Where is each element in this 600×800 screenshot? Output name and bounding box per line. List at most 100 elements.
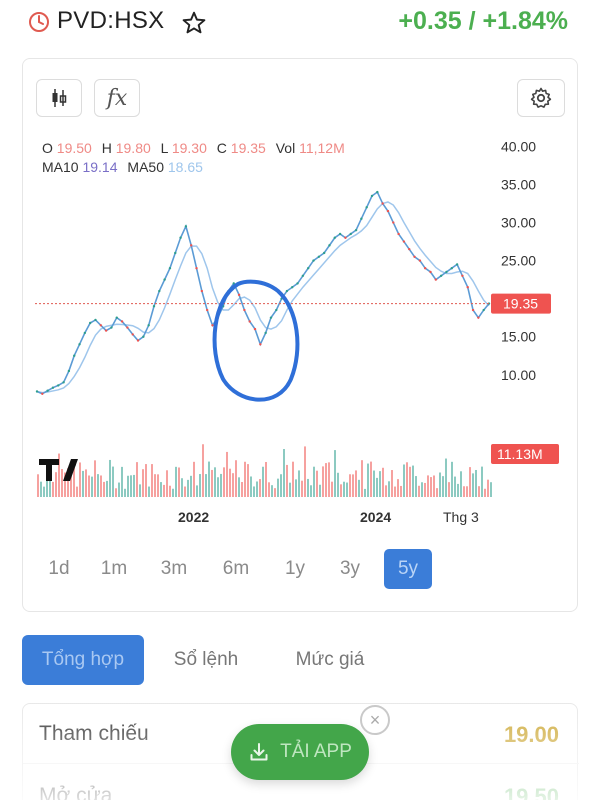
price-point: [275, 308, 278, 312]
volume-bar: [43, 486, 45, 497]
price-point: [51, 386, 55, 389]
y-tick-label: 35.00: [501, 176, 536, 192]
volume-bar: [421, 482, 423, 497]
close-banner-button[interactable]: ×: [360, 705, 390, 735]
last-price-label: 19.35: [503, 296, 538, 312]
last-price-badge: [491, 293, 551, 314]
star-icon[interactable]: [181, 10, 207, 36]
price-point: [360, 217, 363, 220]
volume-bar: [175, 466, 177, 497]
volume-bar: [448, 482, 450, 497]
ma-line: MA10 19.14 MA50 18.65: [42, 158, 351, 177]
timeframe-1m[interactable]: 1m: [100, 558, 128, 579]
volume-bar: [130, 475, 132, 497]
volume-bar: [325, 463, 327, 497]
volume-bar: [46, 476, 48, 497]
volume-bar: [343, 481, 345, 497]
volume-bar: [469, 467, 471, 497]
volume-bar: [460, 471, 462, 497]
volume-bar: [88, 475, 90, 497]
price-point: [322, 251, 326, 255]
volume-bar: [103, 481, 105, 497]
volume-bar: [478, 486, 480, 497]
timeframe-3m[interactable]: 3m: [160, 558, 188, 579]
price-point: [349, 232, 352, 236]
timeframe-1y[interactable]: 1y: [284, 558, 306, 579]
download-app-label: TẢI APP: [280, 741, 352, 762]
volume-badge-label: 11.13M: [497, 446, 543, 462]
volume-bar: [289, 482, 291, 497]
high-label: H: [101, 140, 112, 156]
timeframe-1d[interactable]: 1d: [48, 558, 70, 579]
ma10-label: MA10: [42, 159, 79, 175]
timeframe-5y[interactable]: 5y: [384, 549, 432, 589]
hand-drawn-circle: [212, 279, 300, 402]
volume-bar: [454, 476, 456, 497]
volume-bar: [94, 460, 96, 497]
volume-bar: [133, 474, 135, 497]
volume-bar: [184, 486, 186, 497]
price-point: [386, 209, 390, 213]
close-value: 19.35: [230, 140, 266, 156]
price-point: [184, 225, 188, 228]
x-tick-label: Thg 3: [443, 509, 479, 525]
y-tick-label: 25.00: [501, 253, 536, 269]
volume-bar: [313, 466, 315, 497]
candlestick-icon: [52, 89, 67, 107]
tab-price-levels[interactable]: Mức giá: [295, 649, 365, 670]
volume-bar: [292, 461, 294, 497]
volume-bar: [112, 466, 114, 497]
volume-bar: [370, 461, 372, 497]
price-point: [83, 331, 87, 335]
volume-bar: [52, 481, 54, 497]
download-app-button[interactable]: TẢI APP: [231, 724, 369, 780]
y-tick-label: 30.00: [501, 215, 536, 231]
volume-bar: [163, 484, 165, 497]
tab-order-book[interactable]: Sổ lệnh: [173, 649, 239, 670]
volume-bar: [172, 488, 174, 497]
volume-bar: [76, 486, 78, 497]
volume-bar: [349, 474, 351, 497]
volume-bar: [85, 469, 87, 497]
indicators-button[interactable]: fx: [94, 79, 140, 117]
price-point: [307, 266, 310, 270]
volume-bar: [472, 473, 474, 497]
price-point: [110, 326, 113, 329]
price-point: [408, 247, 411, 251]
volume-bar: [109, 459, 111, 497]
price-point: [158, 289, 161, 293]
price-point: [413, 255, 416, 258]
volume-bar: [220, 473, 222, 497]
volume-bar: [331, 481, 333, 497]
volume-bar: [304, 446, 306, 497]
price-point: [328, 244, 331, 247]
price-point: [365, 206, 368, 209]
volume-bar: [361, 460, 363, 497]
volume-bar: [268, 482, 270, 497]
price-point: [152, 305, 156, 308]
timeframe-selector: 1d 1m 3m 6m 1y 3y 5y: [35, 549, 565, 589]
volume-bar: [97, 474, 99, 497]
price-point: [115, 316, 118, 319]
volume-bar: [115, 488, 117, 497]
ma50-label: MA50: [127, 159, 164, 175]
price-chart[interactable]: 40.0035.0030.0025.0020.0015.0010.0020222…: [23, 59, 579, 539]
price-point: [142, 335, 145, 338]
volume-bar: [295, 479, 297, 497]
clock-icon[interactable]: [28, 11, 50, 33]
chart-settings-button[interactable]: [517, 79, 565, 117]
price-point: [269, 316, 273, 319]
price-point: [147, 324, 150, 327]
timeframe-3y[interactable]: 3y: [339, 558, 361, 579]
volume-bar: [487, 479, 489, 497]
tab-summary[interactable]: Tổng hợp: [22, 635, 144, 685]
volume-bar: [190, 475, 192, 497]
price-point: [429, 270, 432, 274]
volume-bar: [319, 484, 321, 497]
candlestick-type-button[interactable]: [36, 79, 82, 117]
volume-bar: [199, 474, 201, 497]
volume-bar: [265, 461, 267, 497]
timeframe-6m[interactable]: 6m: [222, 558, 250, 579]
volume-bar: [148, 486, 150, 497]
download-icon: [250, 743, 268, 761]
